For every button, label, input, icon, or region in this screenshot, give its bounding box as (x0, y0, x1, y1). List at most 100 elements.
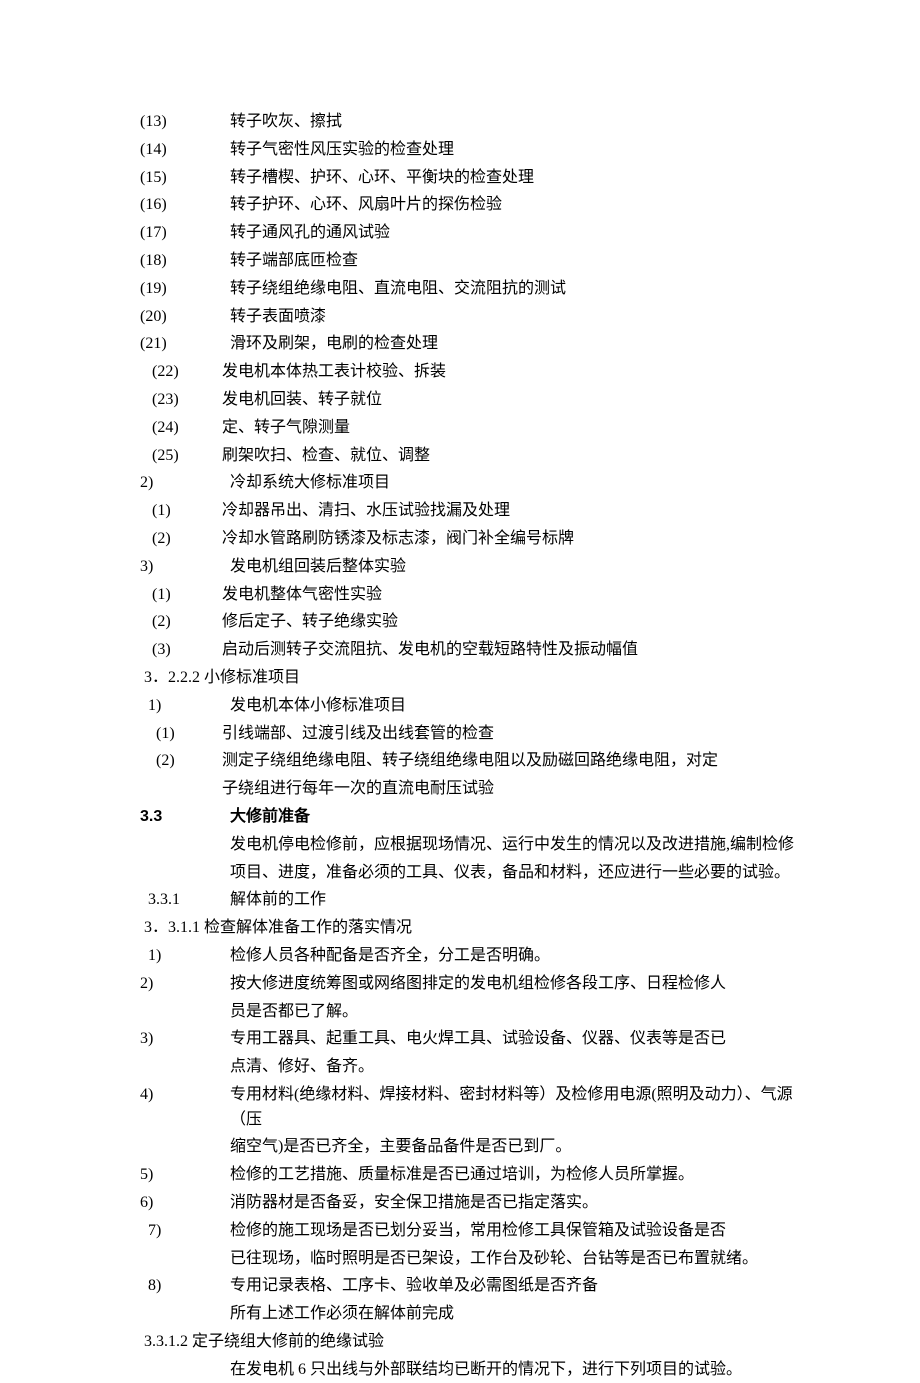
line-content: 解体前的工作 (230, 888, 795, 913)
text-line: 3)发电机组回装后整体实验 (140, 555, 795, 580)
line-content: 消防器材是否备妥，安全保卫措施是否已指定落实。 (230, 1191, 795, 1216)
line-content: 发电机回装、转子就位 (222, 388, 795, 413)
document-body: (13)转子吹灰、擦拭(14)转子气密性风压实验的检查处理(15)转子槽楔、护环… (140, 110, 795, 1383)
text-line: (18)转子端部底匝检查 (140, 249, 795, 274)
line-marker: (14) (140, 138, 230, 163)
text-line: 3.3大修前准备 (140, 805, 795, 830)
line-marker: (2) (140, 610, 222, 635)
text-line: (13)转子吹灰、擦拭 (140, 110, 795, 135)
text-line: 3．3.1.1 检查解体准备工作的落实情况 (140, 916, 795, 941)
text-line: (25)刷架吹扫、检查、就位、调整 (140, 444, 795, 469)
text-line: 6)消防器材是否备妥，安全保卫措施是否已指定落实。 (140, 1191, 795, 1216)
line-content: 转子通风孔的通风试验 (230, 221, 795, 246)
line-content: 专用记录表格、工序卡、验收单及必需图纸是否齐备 (230, 1274, 795, 1299)
line-marker: (20) (140, 305, 230, 330)
text-line: (2)测定子绕组绝缘电阻、转子绕组绝缘电阻以及励磁回路绝缘电阻，对定 (140, 749, 795, 774)
line-content: 转子气密性风压实验的检查处理 (230, 138, 795, 163)
line-marker: 3.3 (140, 805, 230, 830)
text-line: 3．2.2.2 小修标准项目 (140, 666, 795, 691)
line-marker: (24) (140, 416, 222, 441)
line-marker (140, 777, 222, 802)
text-line: 员是否都已了解。 (140, 1000, 795, 1025)
text-line: (23)发电机回装、转子就位 (140, 388, 795, 413)
line-marker: (19) (140, 277, 230, 302)
line-content: 转子槽楔、护环、心环、平衡块的检查处理 (230, 166, 795, 191)
line-marker: (2) (140, 527, 222, 552)
line-content: 引线端部、过渡引线及出线套管的检查 (222, 722, 795, 747)
line-marker: (3) (140, 638, 222, 663)
line-marker (140, 1358, 230, 1383)
line-marker: 4) (140, 1083, 230, 1133)
text-line: (2)冷却水管路刷防锈漆及标志漆，阀门补全编号标牌 (140, 527, 795, 552)
line-content: 员是否都已了解。 (230, 1000, 795, 1025)
line-marker: (15) (140, 166, 230, 191)
line-content: 滑环及刷架，电刷的检查处理 (230, 332, 795, 357)
line-content: 冷却水管路刷防锈漆及标志漆，阀门补全编号标牌 (222, 527, 795, 552)
line-marker: 1) (140, 694, 230, 719)
line-content: 所有上述工作必须在解体前完成 (230, 1302, 795, 1327)
text-line: (1)引线端部、过渡引线及出线套管的检查 (140, 722, 795, 747)
line-marker: (1) (140, 499, 222, 524)
line-marker: (21) (140, 332, 230, 357)
line-content: 转子护环、心环、风扇叶片的探伤检验 (230, 193, 795, 218)
text-line: (17)转子通风孔的通风试验 (140, 221, 795, 246)
text-line: (14)转子气密性风压实验的检查处理 (140, 138, 795, 163)
text-line: 3.3.1解体前的工作 (140, 888, 795, 913)
text-line: 3.3.1.2 定子绕组大修前的绝缘试验 (140, 1330, 795, 1355)
line-marker (140, 1247, 230, 1272)
text-line: 1)检修人员各种配备是否齐全，分工是否明确。 (140, 944, 795, 969)
text-line: 1)发电机本体小修标准项目 (140, 694, 795, 719)
line-content: 子绕组进行每年一次的直流电耐压试验 (222, 777, 795, 802)
line-marker: 5) (140, 1163, 230, 1188)
text-line: (21)滑环及刷架，电刷的检查处理 (140, 332, 795, 357)
line-content: 发电机整体气密性实验 (222, 583, 795, 608)
line-content: 冷却器吊出、清扫、水压试验找漏及处理 (222, 499, 795, 524)
line-marker: (22) (140, 360, 222, 385)
text-line: 项目、进度，准备必须的工具、仪表，备品和材料，还应进行一些必要的试验。 (140, 861, 795, 886)
text-line: (19)转子绕组绝缘电阻、直流电阻、交流阻抗的测试 (140, 277, 795, 302)
line-marker: (25) (140, 444, 222, 469)
line-content: 发电机本体热工表计校验、拆装 (222, 360, 795, 385)
line-content: 按大修进度统筹图或网络图排定的发电机组检修各段工序、日程检修人 (230, 972, 795, 997)
line-content: 转子绕组绝缘电阻、直流电阻、交流阻抗的测试 (230, 277, 795, 302)
text-line: (2)修后定子、转子绝缘实验 (140, 610, 795, 635)
line-content: 专用材料(绝缘材料、焊接材料、密封材料等）及检修用电源(照明及动力）、气源（压 (230, 1083, 795, 1133)
line-marker: 3) (140, 555, 230, 580)
line-content: 测定子绕组绝缘电阻、转子绕组绝缘电阻以及励磁回路绝缘电阻，对定 (222, 749, 795, 774)
line-marker: (16) (140, 193, 230, 218)
line-content: 发电机组回装后整体实验 (230, 555, 795, 580)
line-content: 检修人员各种配备是否齐全，分工是否明确。 (230, 944, 795, 969)
line-text: 3.3.1.2 定子绕组大修前的绝缘试验 (144, 1330, 384, 1355)
line-content: 发电机本体小修标准项目 (230, 694, 795, 719)
text-line: 4)专用材料(绝缘材料、焊接材料、密封材料等）及检修用电源(照明及动力）、气源（… (140, 1083, 795, 1133)
line-marker (140, 1055, 230, 1080)
line-marker: (17) (140, 221, 230, 246)
text-line: (16)转子护环、心环、风扇叶片的探伤检验 (140, 193, 795, 218)
text-line: 缩空气)是否已齐全，主要备品备件是否已到厂。 (140, 1135, 795, 1160)
line-content: 已往现场，临时照明是否已架设，工作台及砂轮、台钻等是否已布置就绪。 (230, 1247, 795, 1272)
line-content: 在发电机 6 只出线与外部联结均已断开的情况下，进行下列项目的试验。 (230, 1358, 795, 1383)
line-marker (140, 1135, 230, 1160)
text-line: (24)定、转子气隙测量 (140, 416, 795, 441)
line-marker (140, 833, 230, 858)
line-marker: 1) (140, 944, 230, 969)
line-content: 转子表面喷漆 (230, 305, 795, 330)
line-content: 检修的工艺措施、质量标准是否已通过培训，为检修人员所掌握。 (230, 1163, 795, 1188)
line-content: 专用工器具、起重工具、电火焊工具、试验设备、仪器、仪表等是否已 (230, 1027, 795, 1052)
text-line: (1)冷却器吊出、清扫、水压试验找漏及处理 (140, 499, 795, 524)
text-line: 子绕组进行每年一次的直流电耐压试验 (140, 777, 795, 802)
line-marker: 3.3.1 (140, 888, 230, 913)
text-line: 所有上述工作必须在解体前完成 (140, 1302, 795, 1327)
text-line: 已往现场，临时照明是否已架设，工作台及砂轮、台钻等是否已布置就绪。 (140, 1247, 795, 1272)
line-content: 转子端部底匝检查 (230, 249, 795, 274)
line-marker: 7) (140, 1219, 230, 1244)
text-line: 3)专用工器具、起重工具、电火焊工具、试验设备、仪器、仪表等是否已 (140, 1027, 795, 1052)
line-marker: (23) (140, 388, 222, 413)
text-line: 7)检修的施工现场是否已划分妥当，常用检修工具保管箱及试验设备是否 (140, 1219, 795, 1244)
line-content: 转子吹灰、擦拭 (230, 110, 795, 135)
text-line: 发电机停电检修前，应根据现场情况、运行中发生的情况以及改进措施,编制检修 (140, 833, 795, 858)
line-marker (140, 1000, 230, 1025)
line-marker (140, 861, 230, 886)
line-marker: 6) (140, 1191, 230, 1216)
line-marker (140, 1302, 230, 1327)
